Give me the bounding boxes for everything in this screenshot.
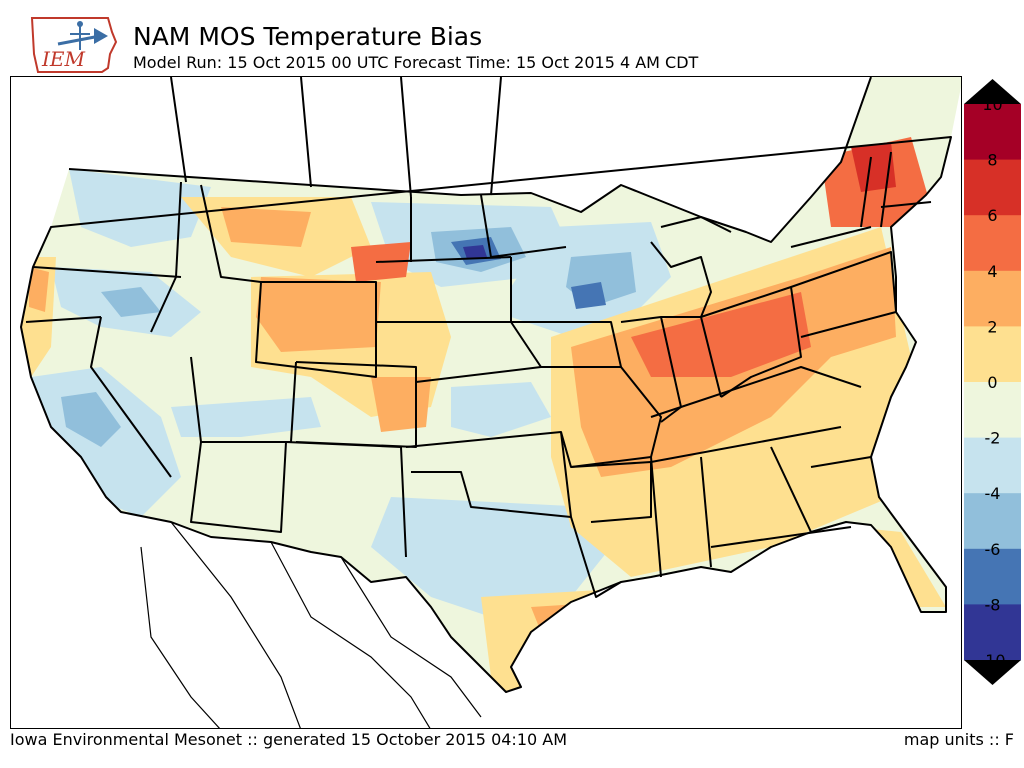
colorbar-swatch bbox=[964, 548, 1021, 605]
contour-hot-new-england bbox=[851, 142, 896, 192]
colorbar-swatch bbox=[964, 215, 1021, 272]
colorbar-swatch bbox=[964, 104, 1021, 161]
contour-warmer-oregon-coast bbox=[29, 267, 49, 312]
footer-units: map units :: F bbox=[903, 730, 1014, 749]
colorbar-over-arrow bbox=[964, 79, 1021, 104]
mexico-borders bbox=[140, 521, 482, 728]
iowa-outline-icon bbox=[30, 17, 118, 73]
contour-cool-northwest bbox=[69, 169, 211, 247]
map-subtitle: Model Run: 15 Oct 2015 00 UTC Forecast T… bbox=[133, 53, 699, 72]
border-sc-nc bbox=[810, 456, 872, 468]
colorbar-tick-label: -2 bbox=[985, 429, 1001, 448]
border-mexico-states bbox=[140, 521, 482, 728]
state-borders bbox=[20, 77, 952, 693]
colorbar-tick-label: 0 bbox=[987, 373, 997, 392]
border-nd-sd bbox=[375, 256, 512, 263]
colorbar: 10 8 6 4 2 0 -2 -4 -6 -8 -10 bbox=[964, 79, 1021, 685]
border-wy bbox=[255, 281, 377, 378]
logo-text: IEM bbox=[41, 47, 86, 71]
border-ar bbox=[570, 461, 652, 523]
border-ok bbox=[405, 431, 572, 518]
border-wa-or bbox=[32, 266, 182, 278]
colorbar-swatch bbox=[964, 382, 1021, 439]
colorbar-tick-label: -8 bbox=[985, 595, 1001, 614]
border-nm-tx bbox=[285, 441, 407, 558]
border-ca-nv bbox=[90, 316, 172, 478]
contour-warmer-northern-rockies bbox=[221, 207, 311, 247]
border-mt-id bbox=[200, 184, 262, 283]
contour-warmer-colorado bbox=[371, 377, 431, 432]
contour-coldest-upper-midwest bbox=[571, 282, 606, 309]
border-tx-la bbox=[570, 516, 622, 598]
contour-cool-kansas bbox=[451, 382, 551, 437]
contour-warm-gulf bbox=[481, 587, 661, 692]
contour-warmer-wyoming bbox=[256, 277, 381, 352]
contour-cooler-california bbox=[61, 392, 121, 447]
colorbar-under-arrow bbox=[964, 660, 1021, 685]
weather-vane-icon bbox=[57, 21, 108, 50]
border-canada-provinces bbox=[170, 77, 502, 198]
colorbar-swatches bbox=[964, 79, 1021, 685]
colorbar-tick-label: 6 bbox=[987, 206, 997, 225]
border-mn bbox=[480, 194, 567, 322]
border-ky-tn bbox=[650, 366, 862, 463]
contour-warmest-ohio-valley bbox=[631, 292, 811, 377]
colorbar-tick-label: 2 bbox=[987, 317, 997, 336]
colorbar-swatch bbox=[964, 326, 1021, 383]
colorbar-tick-label: -10 bbox=[979, 651, 1005, 670]
colorbar-swatch bbox=[964, 604, 1021, 661]
border-ms-al bbox=[650, 456, 712, 578]
colorbar-swatch bbox=[964, 270, 1021, 327]
contour-cool-southplains bbox=[371, 497, 611, 617]
border-mo bbox=[541, 366, 662, 468]
border-oh bbox=[700, 286, 802, 398]
colorbar-swatch bbox=[964, 437, 1021, 494]
iem-logo: IEM bbox=[30, 17, 118, 73]
contour-warmer-gulf bbox=[531, 602, 616, 657]
border-id bbox=[150, 181, 182, 333]
colorbar-tick-label: -4 bbox=[985, 484, 1001, 503]
colorbar-swatch bbox=[964, 159, 1021, 216]
border-ut-co bbox=[190, 356, 297, 443]
contour-coldest-deep-northplains bbox=[463, 245, 487, 259]
colorbar-tick-label: 10 bbox=[982, 95, 1002, 114]
colorbar-tick-label: 8 bbox=[987, 151, 997, 170]
contour-cool-mountain bbox=[171, 397, 321, 437]
border-new-england bbox=[860, 151, 932, 228]
colorbar-tick-label: -6 bbox=[985, 540, 1001, 559]
border-pa-ny bbox=[790, 226, 897, 338]
border-mi bbox=[650, 216, 732, 318]
map-title: NAM MOS Temperature Bias bbox=[133, 22, 483, 51]
colorbar-labels: 10 8 6 4 2 0 -2 -4 -6 -8 -10 bbox=[979, 95, 1005, 670]
map-frame bbox=[10, 76, 962, 729]
temperature-bias-map bbox=[20, 77, 961, 728]
border-or-ca bbox=[25, 316, 102, 323]
border-ga-fl bbox=[710, 446, 852, 548]
border-ne bbox=[376, 321, 542, 383]
colorbar-tick-label: 4 bbox=[987, 262, 997, 281]
contour-cooler-pacnw bbox=[101, 287, 161, 317]
colorbar-swatch bbox=[964, 493, 1021, 550]
footer-credit: Iowa Environmental Mesonet :: generated … bbox=[10, 730, 568, 749]
border-az-nm bbox=[190, 441, 287, 533]
